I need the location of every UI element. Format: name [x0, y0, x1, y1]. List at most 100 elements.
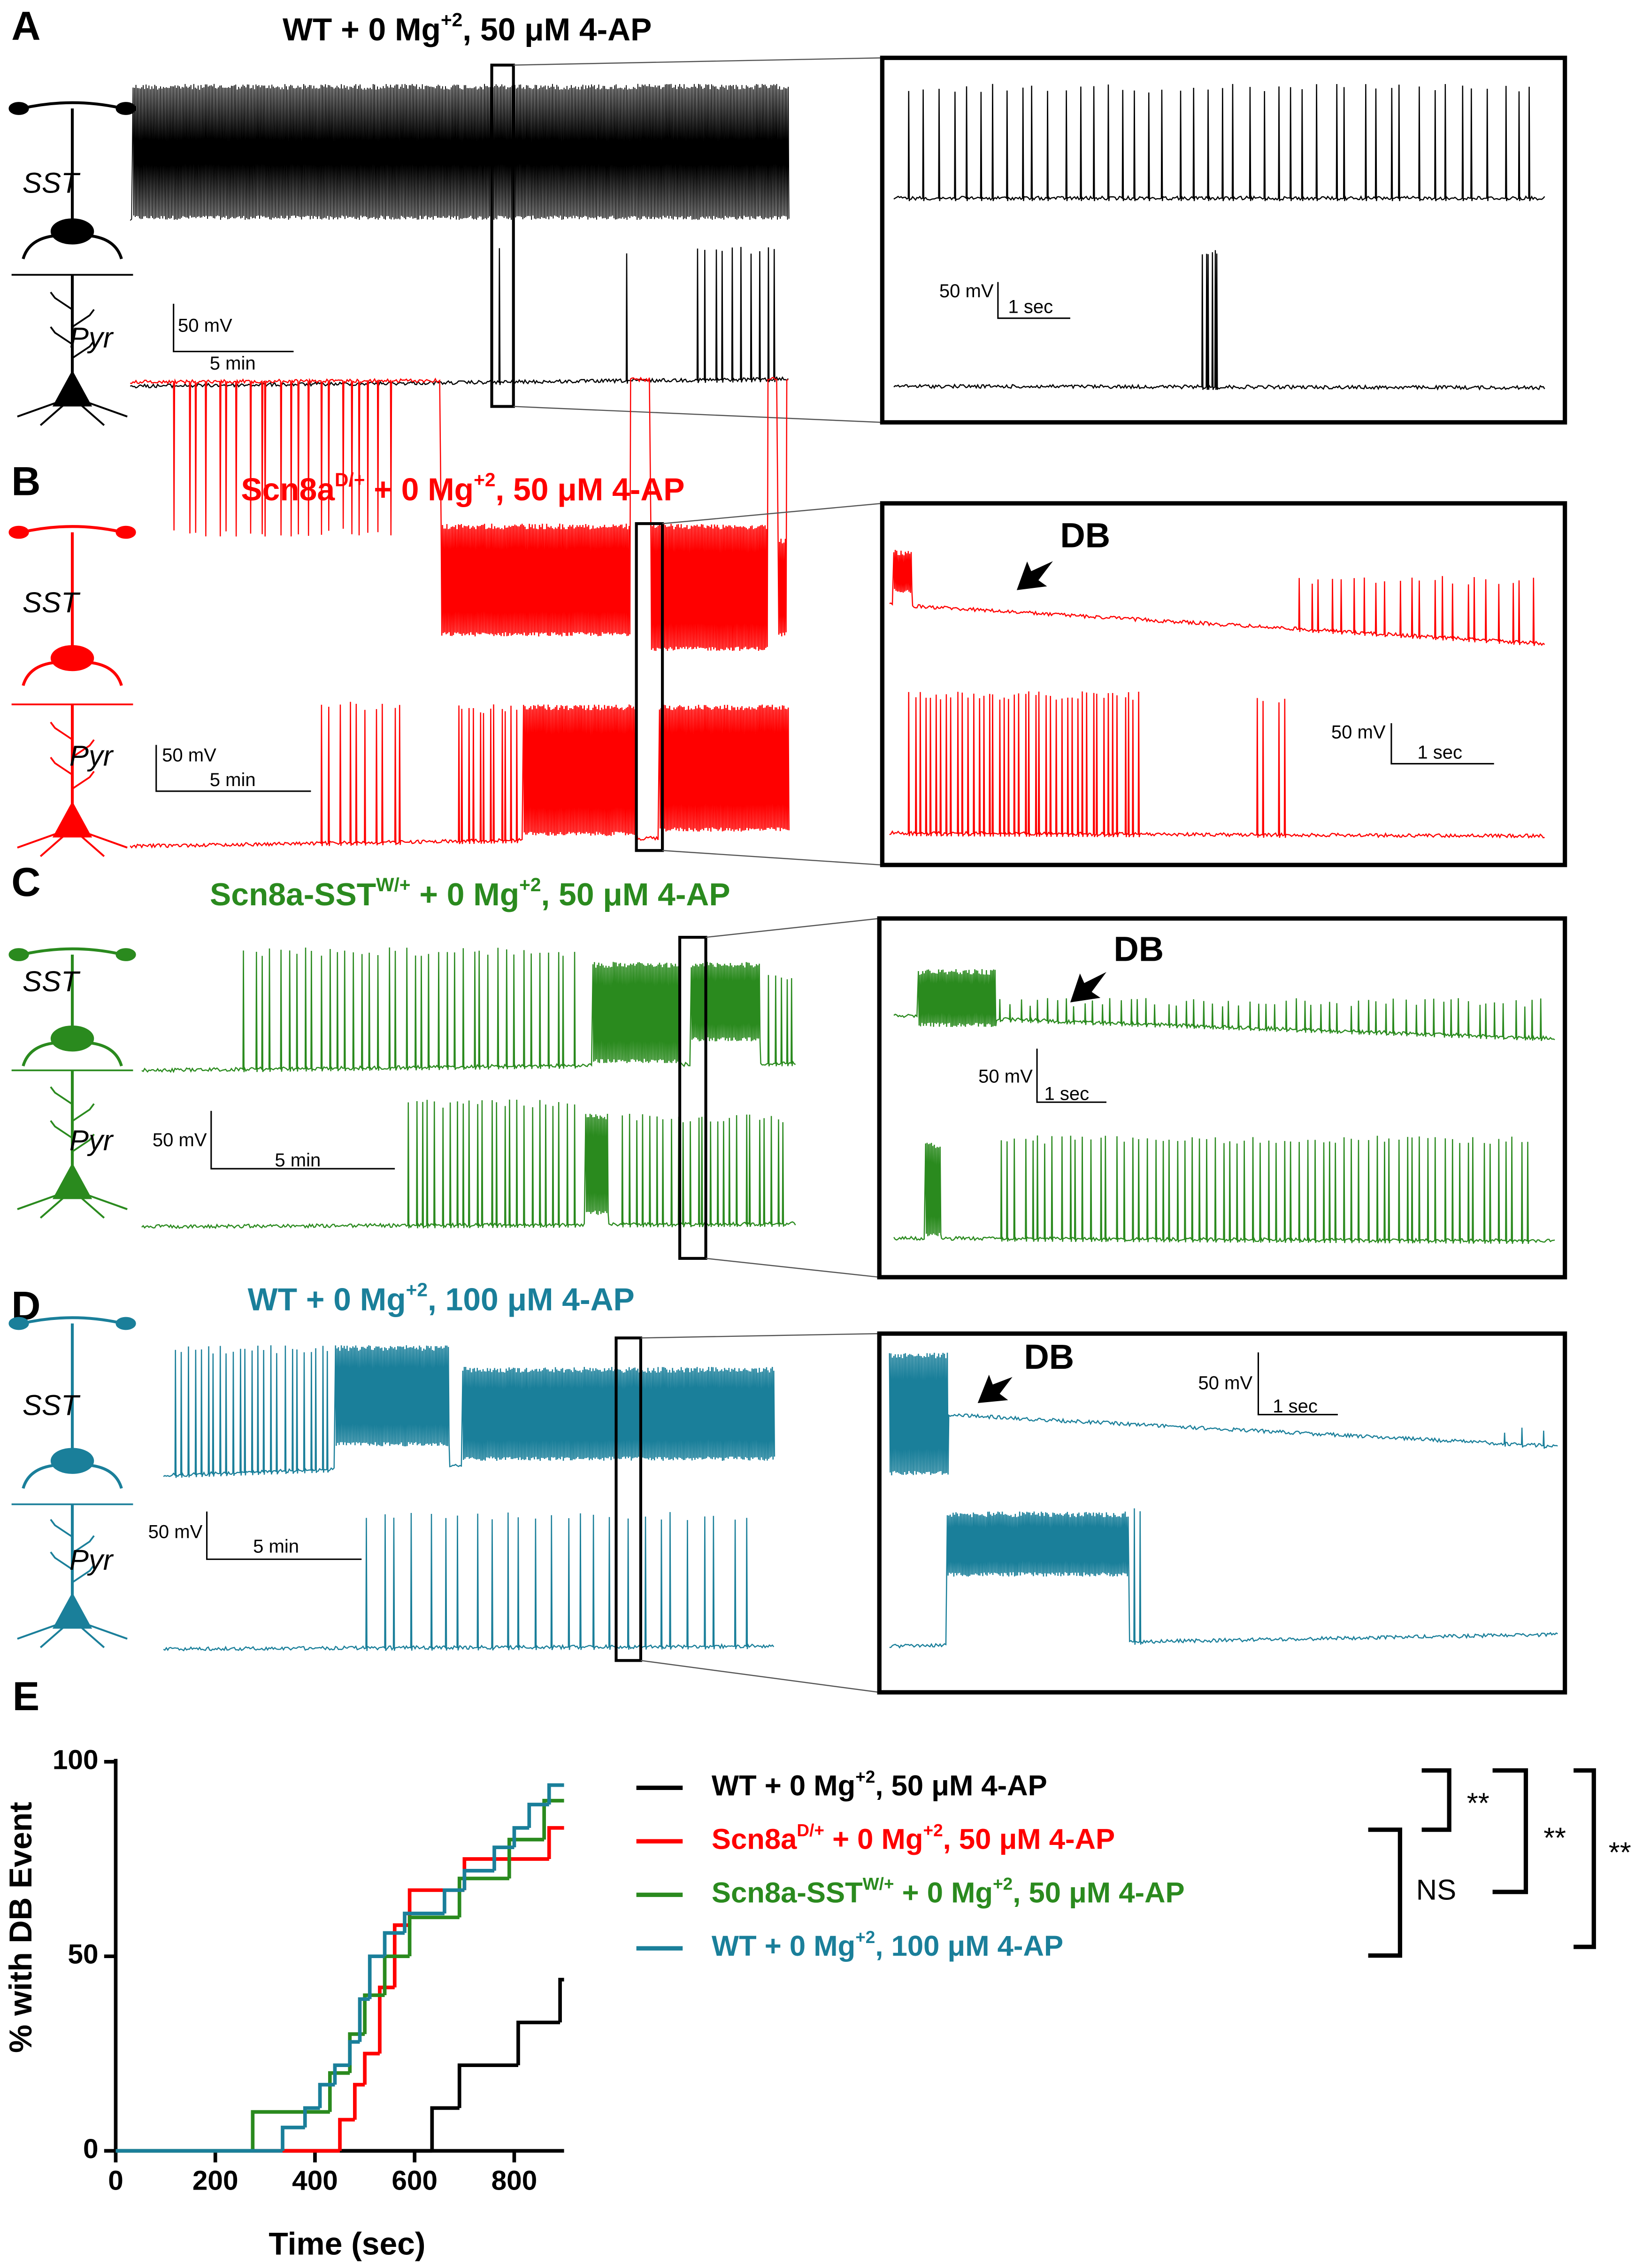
voltage-trace — [141, 1099, 796, 1229]
step-segment — [457, 2063, 518, 2108]
inset-box — [880, 55, 1567, 425]
dendrite — [50, 1519, 73, 1538]
sst-neuron-icon — [8, 1316, 136, 1489]
soma — [52, 1592, 92, 1629]
dendrite — [72, 1535, 95, 1554]
sst-neuron-icon — [8, 101, 136, 260]
legend-entry-part: , 50 μM 4-AP — [943, 1823, 1115, 1856]
scale-label: 5 min — [253, 1536, 299, 1557]
step-segment — [348, 2040, 360, 2066]
scale-label: 50 mV — [1331, 722, 1386, 742]
scale-label: 50 mV — [148, 1522, 203, 1543]
significance-bracket — [1574, 1768, 1596, 1949]
step-segment — [383, 1931, 405, 1957]
dendrite — [50, 721, 73, 741]
step-segment — [443, 1888, 465, 1914]
x-tick-label: 400 — [292, 2166, 338, 2196]
significance-bracket — [1368, 1828, 1403, 1958]
cell-label: SST — [23, 167, 81, 200]
step-segment — [430, 2106, 460, 2151]
soma — [50, 1448, 94, 1474]
arrow — [977, 1374, 1013, 1403]
soma — [50, 1025, 94, 1052]
scale-label: 1 sec — [1044, 1083, 1089, 1104]
step-segment — [403, 1912, 445, 1933]
dendrite-tip — [115, 948, 136, 961]
dendrite-tip — [115, 102, 136, 115]
step-segment — [462, 1857, 549, 1890]
scale-label: 1 sec — [1273, 1396, 1318, 1417]
step-segment — [353, 2083, 365, 2120]
panel-title-part: +2 — [406, 1279, 428, 1300]
panel-title: WT + 0 Mg+2, 50 μM 4-AP — [283, 9, 652, 47]
step-segment — [507, 1837, 545, 1879]
scale-label: 50 mV — [153, 1130, 207, 1150]
zoom-connector — [706, 918, 880, 938]
panel-title-part: Scn8a — [241, 472, 335, 507]
significance-bracket — [1421, 1768, 1451, 1832]
db-annotation: DB — [1060, 516, 1110, 555]
dendrite — [50, 1120, 73, 1139]
inset-box — [877, 1331, 1567, 1695]
voltage-trace — [130, 377, 789, 651]
dendrite — [72, 309, 95, 328]
step-segment — [281, 2125, 305, 2151]
panel-title-part: , 50 μM 4-AP — [462, 12, 652, 47]
legend-entry-part: , 100 μM 4-AP — [875, 1930, 1063, 1963]
scale-label: 50 mV — [939, 281, 994, 301]
voltage-trace — [889, 1508, 1558, 1649]
voltage-trace — [141, 947, 796, 1073]
panel-label: B — [11, 459, 40, 504]
dendrite-tip — [115, 1317, 136, 1330]
arrow — [1070, 972, 1106, 1003]
step-segment — [378, 1985, 395, 2054]
dendrite-tip — [8, 102, 29, 115]
soma — [52, 370, 92, 407]
legend-entry-part: , 50 μM 4-AP — [1013, 1877, 1184, 1909]
scale-label: 50 mV — [1198, 1373, 1252, 1393]
cell-label: Pyr — [69, 1544, 114, 1576]
legend-entry-part: Scn8a-SST — [712, 1877, 863, 1909]
voltage-trace — [893, 1135, 1555, 1244]
zoom-connector — [662, 850, 883, 866]
legend-entry-part: + 0 Mg — [824, 1823, 923, 1856]
soma — [50, 645, 94, 671]
sst-neuron-icon — [8, 525, 136, 687]
legend-entry: Scn8a-SSTW/+ + 0 Mg+2, 50 μM 4-AP — [712, 1875, 1185, 1909]
soma — [52, 801, 92, 838]
step-segment — [328, 2071, 350, 2112]
step-segment — [516, 2021, 560, 2066]
x-tick-label: 600 — [392, 2166, 438, 2196]
dendrite — [50, 292, 73, 310]
panel-title-part: Scn8a-SST — [210, 877, 376, 912]
arrow — [1016, 561, 1053, 590]
db-annotation: DB — [1113, 929, 1164, 968]
x-tick-label: 800 — [491, 2166, 537, 2196]
panel-title: Scn8aD/+ + 0 Mg+2, 50 μM 4-AP — [241, 469, 684, 507]
voltage-trace — [893, 250, 1545, 391]
scale-label: 5 min — [275, 1150, 321, 1171]
x-tick-label: 0 — [108, 2166, 123, 2196]
dendrite — [22, 1041, 123, 1067]
panel-title-part: , 50 μM 4-AP — [495, 472, 684, 507]
zoom-connector — [513, 406, 883, 423]
step-segment — [318, 2083, 335, 2108]
legend-entry-part: +2 — [923, 1821, 943, 1840]
voltage-trace — [893, 84, 1545, 201]
soma — [52, 1163, 92, 1199]
zoom-connector — [706, 1257, 880, 1278]
dendrite — [72, 771, 95, 790]
panel-title: Scn8a-SSTW/+ + 0 Mg+2, 50 μM 4-AP — [210, 874, 730, 912]
legend-entry-part: +2 — [855, 1767, 875, 1787]
step-segment — [407, 1888, 465, 1925]
pyramidal-neuron-icon — [11, 1069, 133, 1219]
significance-label: ** — [1467, 1787, 1489, 1820]
sst-neuron-icon — [8, 947, 136, 1067]
voltage-trace — [130, 702, 790, 849]
step-segment — [303, 2106, 320, 2128]
panel-title-part: WT + 0 Mg — [283, 12, 441, 47]
significance-label: ** — [1609, 1836, 1631, 1868]
dendrite — [50, 1086, 73, 1105]
voltage-trace — [130, 84, 790, 221]
panel-title-part: W/+ — [376, 874, 410, 895]
